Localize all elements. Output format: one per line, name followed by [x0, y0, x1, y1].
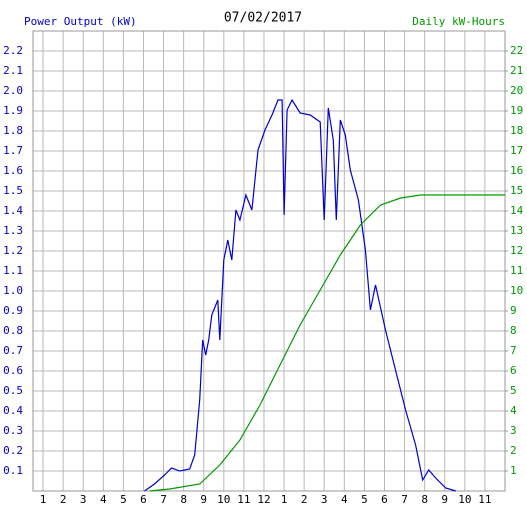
y-tick-label: 1.6	[3, 164, 23, 177]
y-tick-label: 0.4	[3, 404, 23, 417]
right-axis-title: Daily kW-Hours	[412, 15, 505, 28]
y-tick-label: 0.3	[3, 424, 23, 437]
y-tick-label: 1.3	[3, 224, 23, 237]
y-tick-label: 0.7	[3, 344, 23, 357]
x-tick-label: 7	[160, 493, 167, 506]
y2-tick-label: 2	[510, 444, 517, 457]
x-tick-label: 6	[140, 493, 147, 506]
y-tick-label: 0.2	[3, 444, 23, 457]
y2-tick-label: 5	[510, 384, 517, 397]
y2-tick-label: 16	[510, 164, 523, 177]
x-tick-label: 4	[341, 493, 348, 506]
x-tick-label: 1	[281, 493, 288, 506]
x-tick-label: 2	[60, 493, 67, 506]
y-tick-label: 2.2	[3, 44, 23, 57]
x-tick-label: 9	[441, 493, 448, 506]
y2-tick-label: 12	[510, 244, 523, 257]
y2-tick-label: 19	[510, 104, 523, 117]
y-tick-label: 1.9	[3, 104, 23, 117]
y-tick-label: 1.0	[3, 284, 23, 297]
x-tick-label: 7	[401, 493, 408, 506]
y-tick-label: 1.1	[3, 264, 23, 277]
y-tick-label: 0.1	[3, 464, 23, 477]
x-tick-label: 8	[421, 493, 428, 506]
x-tick-label: 8	[180, 493, 187, 506]
y-tick-label: 1.8	[3, 124, 23, 137]
y2-tick-label: 13	[510, 224, 523, 237]
x-tick-label: 10	[217, 493, 230, 506]
x-tick-label: 5	[120, 493, 127, 506]
y2-tick-label: 20	[510, 84, 523, 97]
y-tick-label: 0.6	[3, 364, 23, 377]
y2-tick-label: 1	[510, 464, 517, 477]
x-tick-label: 5	[361, 493, 368, 506]
x-tick-label: 10	[458, 493, 471, 506]
y2-tick-label: 7	[510, 344, 517, 357]
y2-tick-label: 10	[510, 284, 523, 297]
y-tick-label: 0.9	[3, 304, 23, 317]
x-tick-label: 4	[100, 493, 107, 506]
x-tick-label: 2	[301, 493, 308, 506]
x-tick-label: 6	[381, 493, 388, 506]
y2-tick-label: 11	[510, 264, 523, 277]
x-tick-label: 11	[478, 493, 491, 506]
y-tick-label: 0.5	[3, 384, 23, 397]
y-tick-label: 1.5	[3, 184, 23, 197]
y2-tick-label: 17	[510, 144, 523, 157]
chart-title: 07/02/2017	[224, 11, 302, 26]
x-tick-label: 11	[237, 493, 250, 506]
left-axis-title: Power Output (kW)	[24, 15, 137, 28]
y2-tick-label: 4	[510, 404, 517, 417]
y2-tick-label: 6	[510, 364, 517, 377]
y2-tick-label: 22	[510, 44, 523, 57]
y2-tick-label: 14	[510, 204, 524, 217]
y-tick-label: 0.8	[3, 324, 23, 337]
y-tick-label: 1.7	[3, 144, 23, 157]
y2-tick-label: 8	[510, 324, 517, 337]
x-tick-label: 1	[40, 493, 47, 506]
x-tick-label: 12	[257, 493, 270, 506]
x-tick-label: 3	[321, 493, 328, 506]
y2-tick-label: 9	[510, 304, 517, 317]
x-tick-label: 3	[80, 493, 87, 506]
y2-tick-label: 21	[510, 64, 523, 77]
y-tick-label: 2.1	[3, 64, 23, 77]
x-tick-label: 9	[200, 493, 207, 506]
plot-frame	[32, 30, 506, 492]
y2-tick-label: 18	[510, 124, 523, 137]
y-tick-label: 1.4	[3, 204, 23, 217]
series-line	[149, 194, 505, 492]
series-line	[144, 98, 456, 492]
y2-tick-label: 15	[510, 184, 523, 197]
y2-tick-label: 3	[510, 424, 517, 437]
y-tick-label: 2.0	[3, 84, 23, 97]
y-tick-label: 1.2	[3, 244, 23, 257]
